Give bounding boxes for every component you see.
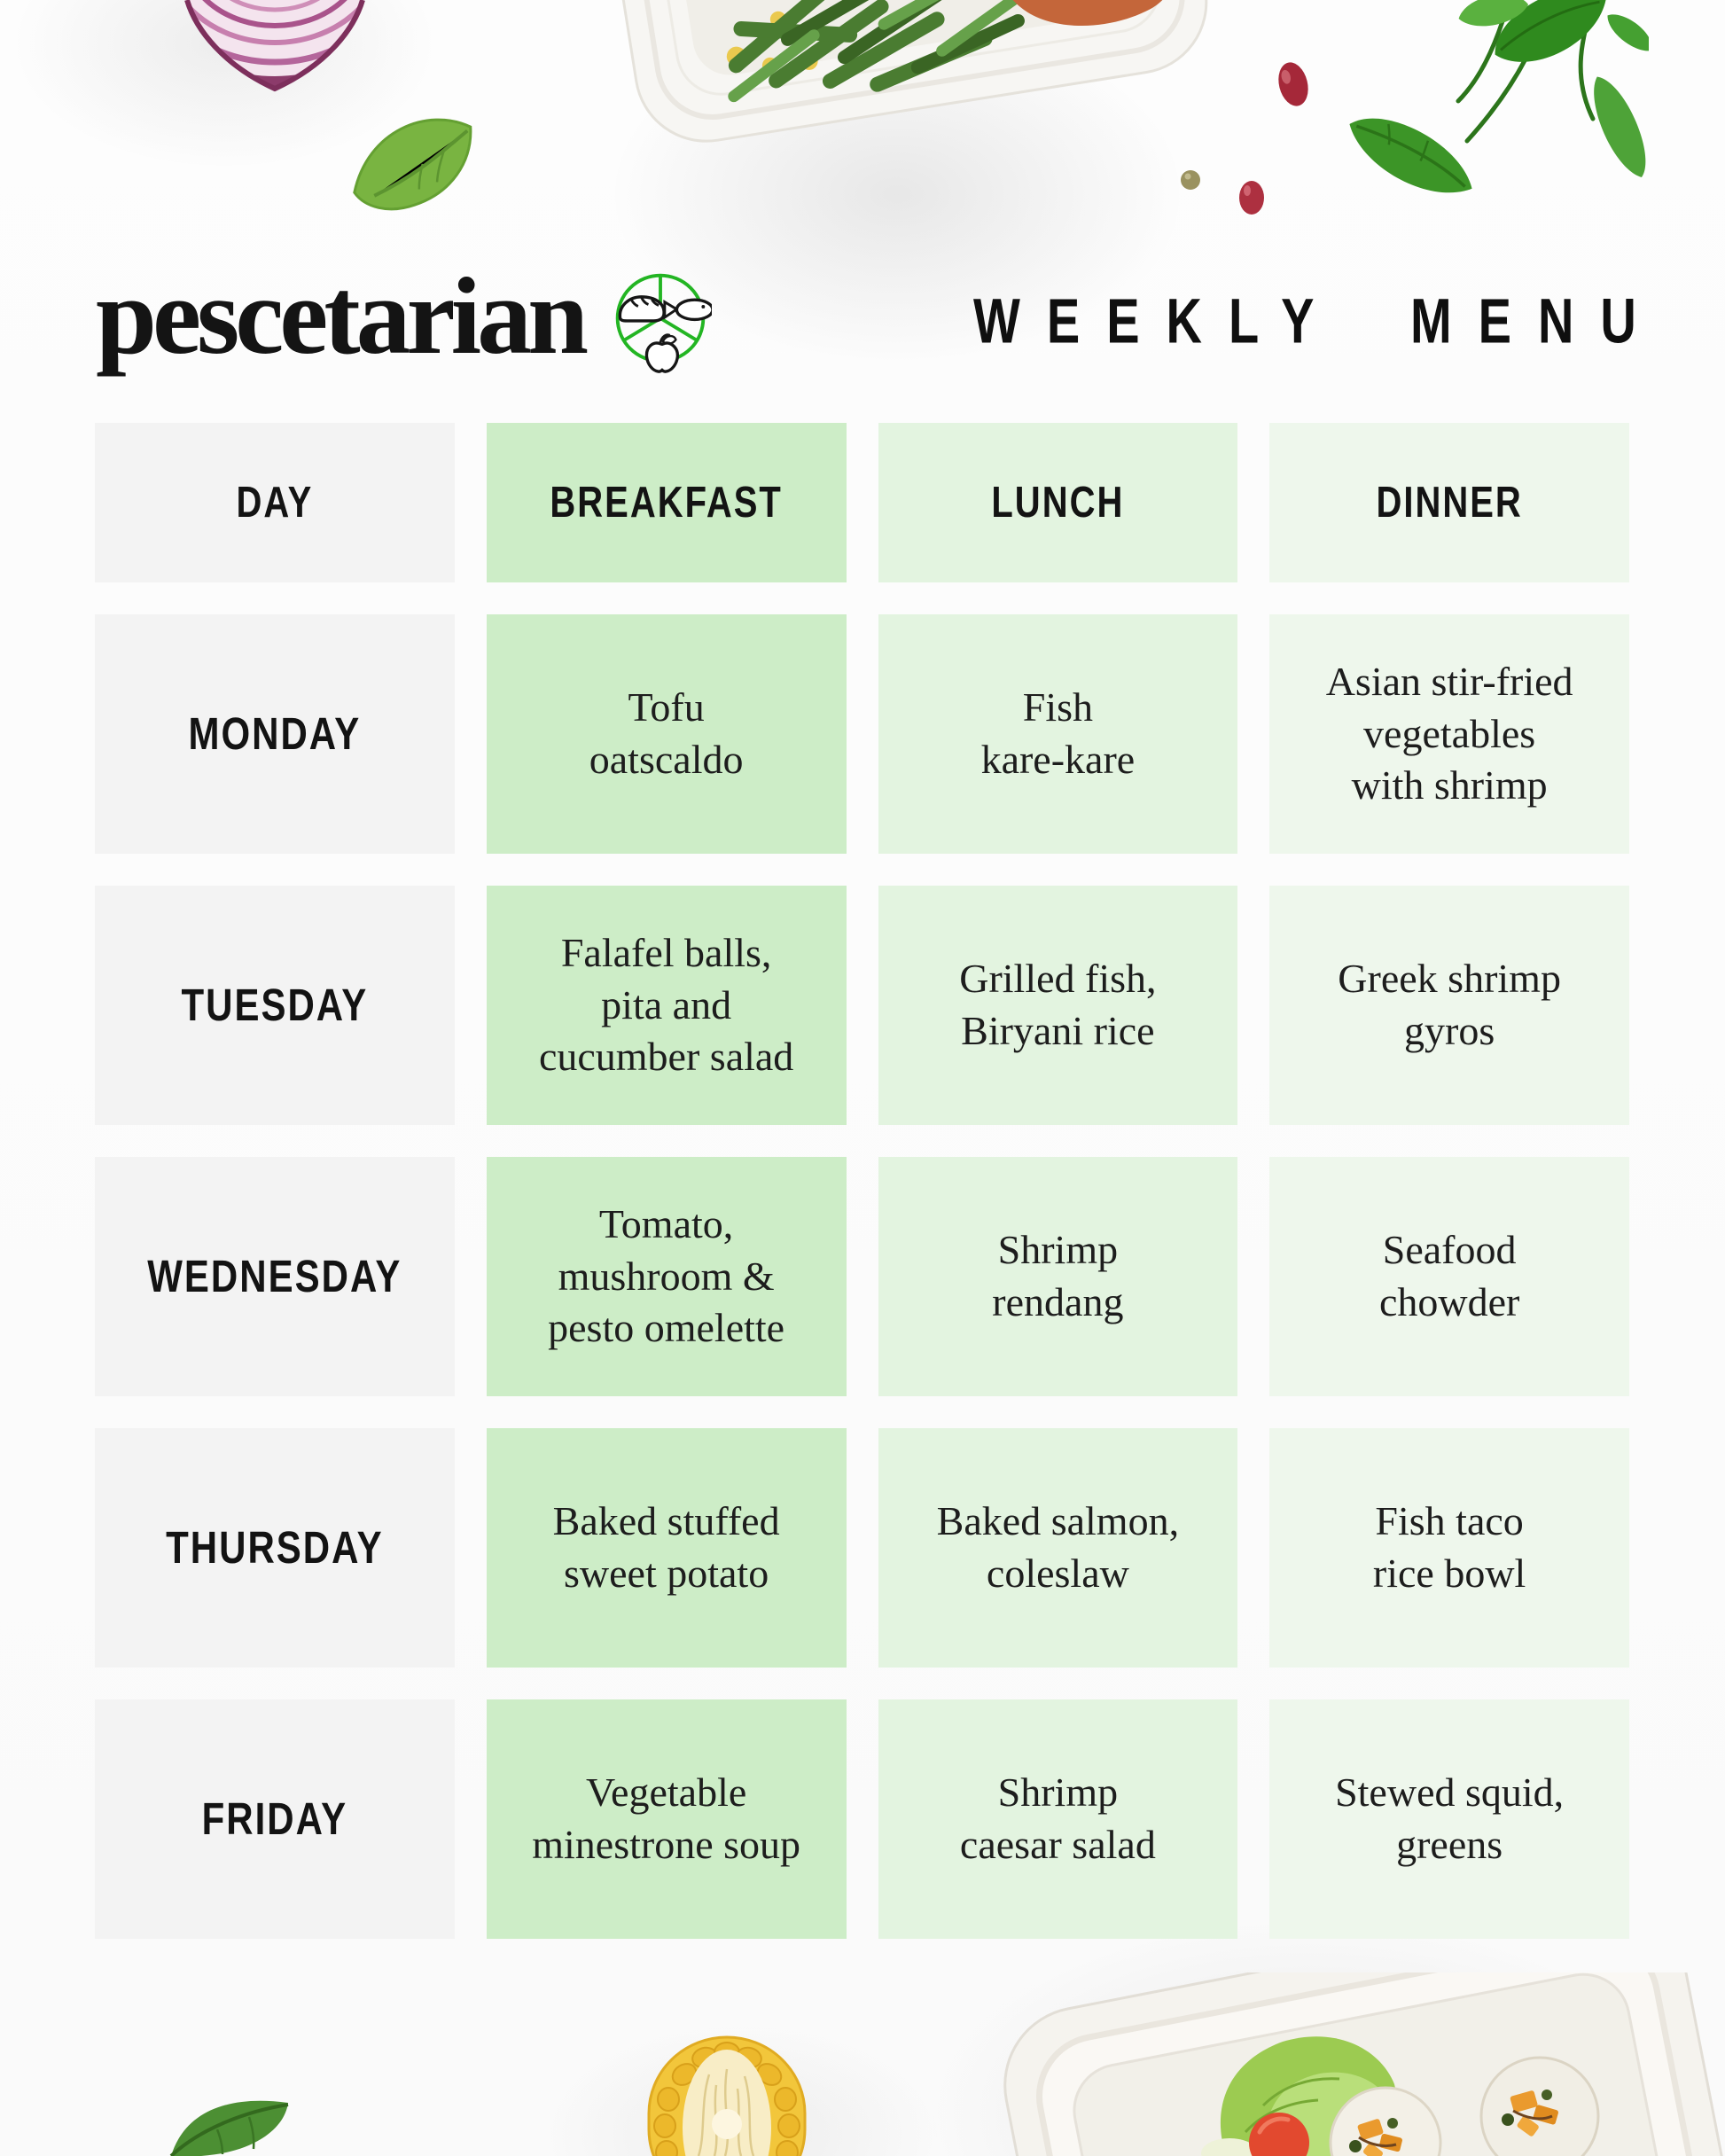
meal-container-image <box>596 0 1208 143</box>
cell-tuesday-lunch: Grilled fish, Biryani rice <box>878 886 1238 1125</box>
column-header-day: DAY <box>95 423 455 582</box>
cell-thursday-dinner: Fish taco rice bowl <box>1269 1428 1629 1668</box>
fish-icon <box>663 298 713 322</box>
sushi-container-image <box>1003 1972 1725 2156</box>
weekly-menu-table: DAY BREAKFAST LUNCH DINNER MONDAY Tofu o… <box>95 423 1629 1939</box>
cell-friday-lunch: Shrimp caesar salad <box>878 1699 1238 1939</box>
row-label-wednesday: WEDNESDAY <box>95 1157 455 1396</box>
peppercorns-image <box>1181 62 1308 215</box>
cell-wednesday-lunch: Shrimp rendang <box>878 1157 1238 1396</box>
column-header-lunch: LUNCH <box>878 423 1238 582</box>
row-label-tuesday: TUESDAY <box>95 886 455 1125</box>
cell-friday-dinner: Stewed squid, greens <box>1269 1699 1629 1939</box>
cell-monday-breakfast: Tofu oatscaldo <box>486 614 847 854</box>
bread-icon <box>618 295 666 323</box>
cell-wednesday-dinner: Seafood chowder <box>1269 1157 1629 1396</box>
cell-tuesday-breakfast: Falafel balls, pita and cucumber salad <box>486 886 847 1125</box>
red-onion-image <box>184 0 365 92</box>
basil-leaf-image <box>169 2100 289 2156</box>
apple-icon <box>644 333 680 373</box>
cell-thursday-lunch: Baked salmon, coleslaw <box>878 1428 1238 1668</box>
row-label-friday: FRIDAY <box>95 1699 455 1939</box>
cell-tuesday-dinner: Greek shrimp gyros <box>1269 886 1629 1125</box>
page-title: WEEKLY MENU <box>973 285 1663 356</box>
cell-monday-dinner: Asian stir-fried vegetables with shrimp <box>1269 614 1629 854</box>
column-header-dinner: DINNER <box>1269 423 1629 582</box>
cell-wednesday-breakfast: Tomato, mushroom & pesto omelette <box>486 1157 847 1396</box>
corn-cob-image <box>647 2035 807 2156</box>
row-label-monday: MONDAY <box>95 614 455 854</box>
basil-sprig-image <box>1349 0 1649 193</box>
brand-logo: pescetarian <box>96 255 713 377</box>
column-header-breakfast: BREAKFAST <box>486 423 847 582</box>
spinach-leaf-image <box>353 118 472 211</box>
cell-friday-breakfast: Vegetable minestrone soup <box>486 1699 847 1939</box>
row-label-thursday: THURSDAY <box>95 1428 455 1668</box>
pescetarian-peace-logo-icon <box>615 273 713 373</box>
cell-monday-lunch: Fish kare-kare <box>878 614 1238 854</box>
cell-thursday-breakfast: Baked stuffed sweet potato <box>486 1428 847 1668</box>
brand-logo-text: pescetarian <box>96 255 589 377</box>
